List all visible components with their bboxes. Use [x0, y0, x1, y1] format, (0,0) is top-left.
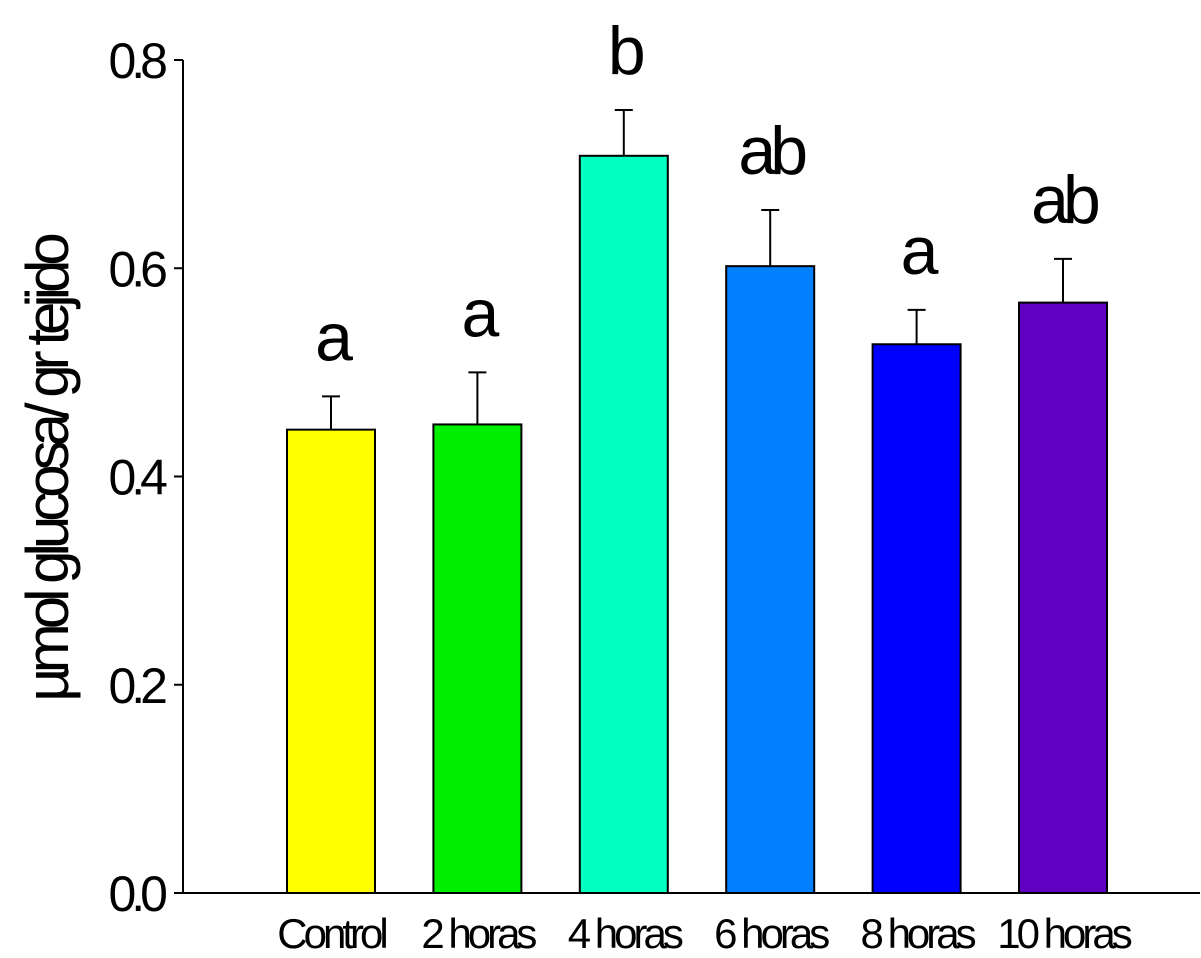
significance-label: ab: [1031, 162, 1098, 238]
bar: [725, 265, 816, 895]
y-tick-label: 0.6: [108, 241, 166, 297]
category-label: 6 horas: [714, 910, 829, 953]
bars: [286, 154, 1108, 895]
error-bars: [322, 108, 1072, 430]
y-axis-title: µmol glucosa/ gr tejido: [14, 235, 81, 702]
bar: [578, 154, 669, 895]
category-label: Control: [277, 910, 386, 953]
bar: [871, 343, 962, 895]
y-tick-label: 0.8: [108, 33, 166, 89]
category-label: 8 horas: [861, 910, 976, 953]
significance-label: a: [901, 213, 939, 289]
category-label: 10 horas: [997, 910, 1131, 953]
significance-label: a: [461, 275, 499, 351]
y-axis: 0.0 0.2 0.4 0.6 0.8: [108, 33, 184, 922]
bar: [432, 423, 523, 894]
bar: [286, 428, 376, 894]
y-tick-label: 0.0: [108, 866, 166, 922]
category-label: 2 horas: [421, 910, 536, 953]
significance-label: a: [315, 299, 353, 375]
y-tick-label: 0.2: [108, 658, 166, 714]
bar: [1018, 301, 1108, 894]
category-labels: Control 2 horas 4 horas 6 horas 8 horas 10 ho…: [277, 910, 1135, 957]
significance-label: b: [608, 13, 643, 89]
y-tick-label: 0.4: [108, 450, 167, 506]
significance-label: ab: [738, 113, 805, 189]
category-label: 4 horas: [568, 910, 683, 953]
